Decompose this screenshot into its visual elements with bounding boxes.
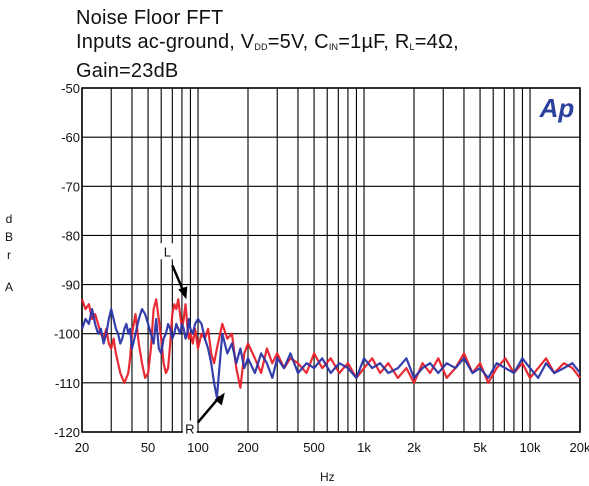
ap-logo-background — [538, 92, 576, 122]
title-line-2: Inputs ac-ground, VDD=5V, CIN=1µF, RL=4Ω… — [76, 30, 459, 59]
annotation-arrow-r — [196, 395, 221, 424]
ap-logo: Ap — [539, 93, 575, 123]
x-tick-label: 5k — [473, 440, 487, 455]
y-tick-label: -120 — [54, 425, 80, 440]
y-axis-label-a: A — [4, 280, 13, 294]
x-tick-label: 10k — [520, 440, 541, 455]
title-line-1: Noise Floor FFT — [76, 7, 224, 29]
annotation-box-r — [182, 420, 197, 437]
title-line-2-prefix: Inputs ac-ground, V — [76, 31, 255, 53]
x-tick-label: 200 — [237, 440, 259, 455]
y-tick-label: -100 — [54, 327, 80, 342]
x-tick-label: 20k — [570, 440, 589, 455]
x-tick-label: 2k — [407, 440, 421, 455]
y-tick-label: -80 — [61, 228, 80, 243]
x-tick-label: 500 — [303, 440, 325, 455]
y-tick-label: -110 — [55, 376, 80, 391]
y-axis-label: d B r A — [2, 210, 16, 296]
vdd-subscript: DD — [254, 42, 268, 52]
plot-frame — [81, 87, 581, 433]
series-line-r — [80, 308, 581, 399]
y-axis-label-r: r — [7, 248, 11, 262]
x-tick-label: 100 — [187, 440, 209, 455]
y-tick-label: -90 — [61, 278, 80, 293]
cin-subscript: IN — [328, 42, 339, 52]
annotation-arrowhead-r — [214, 392, 225, 406]
vdd-value: =5V, C — [267, 31, 329, 53]
x-tick-label: 1k — [357, 440, 371, 455]
y-tick-label: -50 — [61, 81, 80, 96]
x-axis-label: Hz — [320, 470, 335, 484]
y-tick-label: -70 — [61, 179, 80, 194]
x-tick-label: 20 — [75, 440, 89, 455]
y-axis-label-b: B — [4, 230, 13, 244]
chart-title: Noise Floor FFT Inputs ac-ground, VDD=5V… — [76, 6, 459, 83]
y-axis-label-d: d — [5, 212, 13, 226]
annotation-label-l: L — [164, 244, 171, 259]
x-tick-label: 50 — [141, 440, 155, 455]
y-tick-label: -60 — [61, 130, 80, 145]
cin-value: =1µF, R — [338, 31, 410, 53]
annotation-label-r: R — [185, 422, 194, 437]
rl-subscript: L — [409, 42, 415, 52]
title-line-3: Gain=23dB — [76, 60, 179, 82]
annotation-box-l — [160, 243, 175, 260]
series-line-l — [80, 298, 581, 389]
annotation-arrowhead-l — [178, 286, 188, 300]
rl-value: =4Ω, — [414, 31, 459, 53]
